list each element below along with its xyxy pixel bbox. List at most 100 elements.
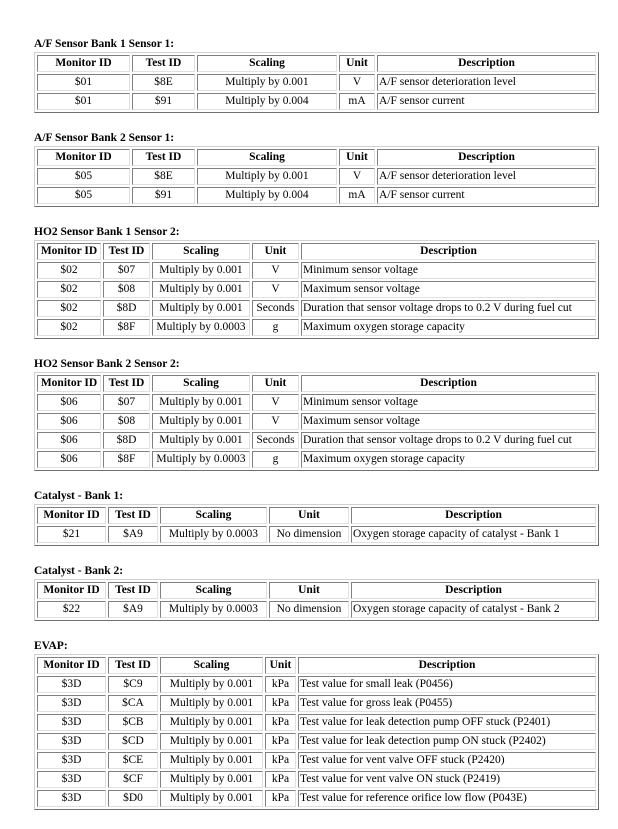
cell-scaling: Multiply by 0.001	[160, 752, 263, 769]
cell-scaling: Multiply by 0.001	[152, 394, 250, 411]
cell-unit: mA	[339, 187, 375, 204]
cell-scaling: Multiply by 0.004	[197, 93, 337, 110]
data-table: Monitor ID Test ID Scaling Unit Description $…	[34, 146, 599, 207]
cell-scaling: Multiply by 0.001	[160, 771, 263, 788]
cell-unit: V	[339, 74, 375, 91]
cell-monitor-id: $01	[37, 74, 130, 91]
column-header-monitor-id: Monitor ID	[37, 243, 101, 260]
cell-description: Maximum oxygen storage capacity	[301, 451, 596, 468]
cell-test-id: $A9	[108, 601, 158, 618]
data-table: Monitor ID Test ID Scaling Unit Description $…	[34, 240, 599, 339]
header-row: Monitor ID Test ID Scaling Unit Description	[37, 582, 596, 599]
cell-unit: V	[252, 394, 299, 411]
cell-description: Test value for vent valve ON stuck (P241…	[298, 771, 596, 788]
cell-unit: Seconds	[252, 300, 299, 317]
section-title: EVAP:	[34, 640, 68, 652]
cell-monitor-id: $05	[37, 168, 130, 185]
table-row: $3D $CD Multiply by 0.001 kPa Test value for…	[37, 733, 596, 750]
cell-description: Minimum sensor voltage	[301, 262, 596, 279]
column-header-scaling: Scaling	[197, 55, 337, 72]
cell-description: A/F sensor current	[377, 187, 596, 204]
cell-scaling: Multiply by 0.001	[160, 676, 263, 693]
cell-unit: kPa	[265, 771, 296, 788]
cell-test-id: $CD	[108, 733, 158, 750]
cell-unit: g	[252, 451, 299, 468]
table-row: $3D $D0 Multiply by 0.001 kPa Test value for…	[37, 790, 596, 807]
cell-monitor-id: $21	[37, 526, 106, 543]
section-title: A/F Sensor Bank 2 Sensor 1:	[34, 132, 175, 144]
column-header-monitor-id: Monitor ID	[37, 507, 106, 524]
cell-monitor-id: $02	[37, 300, 101, 317]
column-header-unit: Unit	[339, 149, 375, 166]
column-header-description: Description	[301, 243, 596, 260]
header-row: Monitor ID Test ID Scaling Unit Description	[37, 657, 596, 674]
cell-test-id: $91	[132, 187, 195, 204]
column-header-description: Description	[298, 657, 596, 674]
cell-description: Test value for vent valve OFF stuck (P24…	[298, 752, 596, 769]
table-row: $3D $CE Multiply by 0.001 kPa Test value for…	[37, 752, 596, 769]
cell-description: Minimum sensor voltage	[301, 394, 596, 411]
header-row: Monitor ID Test ID Scaling Unit Description	[37, 375, 596, 392]
table-row: $02 $07 Multiply by 0.001 V Minimum sensor v…	[37, 262, 596, 279]
table-row: $3D $CF Multiply by 0.001 kPa Test value for…	[37, 771, 596, 788]
cell-test-id: $8E	[132, 168, 195, 185]
column-header-description: Description	[351, 507, 596, 524]
table-row: $02 $8D Multiply by 0.001 Seconds Duration t…	[37, 300, 596, 317]
cell-scaling: Multiply by 0.0003	[152, 319, 250, 336]
column-header-test-id: Test ID	[108, 657, 158, 674]
cell-unit: g	[252, 319, 299, 336]
cell-scaling: Multiply by 0.001	[152, 281, 250, 298]
section-title: Catalyst - Bank 2:	[34, 565, 124, 577]
table-row: $05 $91 Multiply by 0.004 mA A/F sensor curr…	[37, 187, 596, 204]
header-row: Monitor ID Test ID Scaling Unit Description	[37, 149, 596, 166]
data-table: Monitor ID Test ID Scaling Unit Description $…	[34, 52, 599, 113]
cell-test-id: $91	[132, 93, 195, 110]
cell-monitor-id: $3D	[37, 790, 106, 807]
cell-scaling: Multiply by 0.004	[197, 187, 337, 204]
cell-description: Test value for gross leak (P0455)	[298, 695, 596, 712]
cell-scaling: Multiply by 0.001	[160, 695, 263, 712]
section-title: Catalyst - Bank 1:	[34, 490, 124, 502]
cell-scaling: Multiply by 0.0003	[160, 601, 267, 618]
cell-unit: V	[252, 413, 299, 430]
column-header-description: Description	[377, 149, 596, 166]
column-header-description: Description	[351, 582, 596, 599]
cell-scaling: Multiply by 0.001	[152, 300, 250, 317]
cell-monitor-id: $3D	[37, 752, 106, 769]
cell-test-id: $A9	[108, 526, 158, 543]
column-header-unit: Unit	[265, 657, 296, 674]
data-table: Monitor ID Test ID Scaling Unit Description $…	[34, 372, 599, 471]
cell-monitor-id: $05	[37, 187, 130, 204]
cell-unit: kPa	[265, 714, 296, 731]
cell-unit: kPa	[265, 695, 296, 712]
header-row: Monitor ID Test ID Scaling Unit Description	[37, 507, 596, 524]
column-header-test-id: Test ID	[132, 149, 195, 166]
cell-test-id: $8D	[103, 432, 150, 449]
cell-description: Maximum sensor voltage	[301, 281, 596, 298]
cell-description: Oxygen storage capacity of catalyst - Ba…	[351, 601, 596, 618]
table-row: $02 $8F Multiply by 0.0003 g Maximum oxygen …	[37, 319, 596, 336]
cell-monitor-id: $06	[37, 432, 101, 449]
column-header-monitor-id: Monitor ID	[37, 657, 106, 674]
table-row: $02 $08 Multiply by 0.001 V Maximum sensor v…	[37, 281, 596, 298]
cell-description: A/F sensor deterioration level	[377, 74, 596, 91]
cell-unit: kPa	[265, 676, 296, 693]
cell-unit: kPa	[265, 733, 296, 750]
document: A/F Sensor Bank 1 Sensor 1: Monitor ID Tes…	[34, 38, 599, 829]
cell-scaling: Multiply by 0.001	[152, 432, 250, 449]
cell-test-id: $8E	[132, 74, 195, 91]
cell-description: Maximum sensor voltage	[301, 413, 596, 430]
section-title: A/F Sensor Bank 1 Sensor 1:	[34, 38, 175, 50]
cell-scaling: Multiply by 0.001	[152, 262, 250, 279]
table-row: $22 $A9 Multiply by 0.0003 No dimension Oxyg…	[37, 601, 596, 618]
column-header-scaling: Scaling	[152, 243, 250, 260]
column-header-scaling: Scaling	[160, 657, 263, 674]
cell-monitor-id: $22	[37, 601, 106, 618]
cell-scaling: Multiply by 0.0003	[160, 526, 267, 543]
cell-test-id: $CE	[108, 752, 158, 769]
column-header-scaling: Scaling	[197, 149, 337, 166]
column-header-unit: Unit	[269, 507, 349, 524]
cell-unit: V	[252, 281, 299, 298]
cell-description: Oxygen storage capacity of catalyst - Ba…	[351, 526, 596, 543]
column-header-unit: Unit	[252, 375, 299, 392]
